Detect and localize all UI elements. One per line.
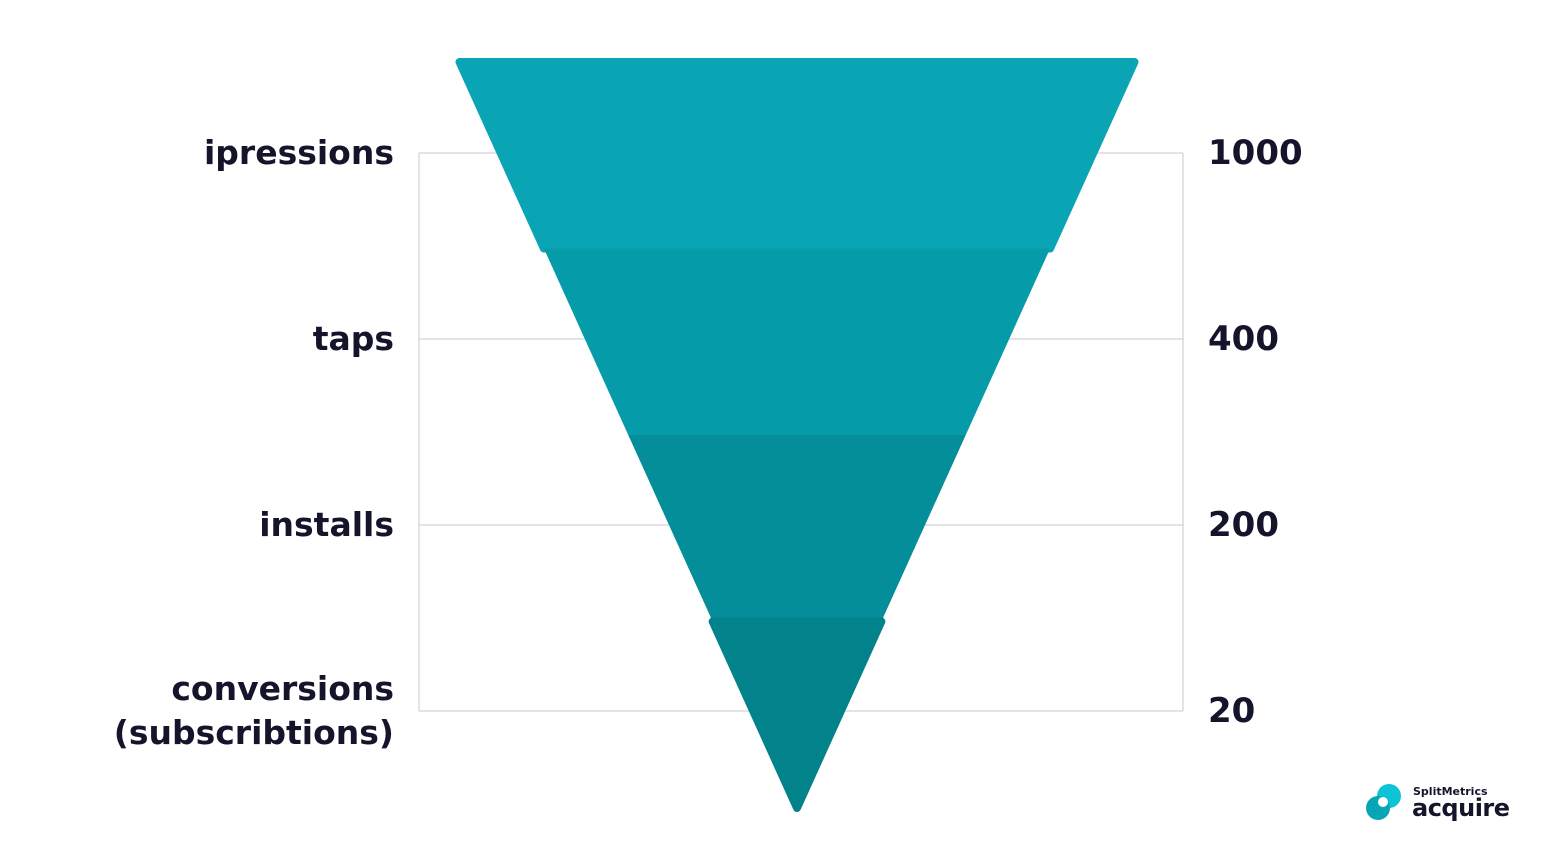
stage-label: installs	[259, 505, 394, 544]
brand-logo	[1366, 784, 1401, 820]
brand-product: acquire	[1412, 794, 1510, 822]
funnel-segment	[455, 58, 1139, 253]
stage-label: taps	[312, 319, 394, 358]
funnel	[455, 58, 1139, 812]
logo-dot	[1378, 797, 1388, 807]
funnel-segment	[543, 248, 1051, 435]
value-label: 400	[1208, 319, 1279, 359]
brand-name: SplitMetrics	[1413, 785, 1488, 798]
stage-label: ipressions	[204, 133, 394, 172]
funnel-segment	[708, 617, 886, 812]
value-label: 200	[1208, 505, 1279, 545]
funnel-segment	[628, 435, 966, 622]
value-label: 1000	[1208, 133, 1303, 173]
stage-label: conversions (subscribtions)	[113, 669, 394, 752]
value-label: 20	[1208, 691, 1256, 731]
